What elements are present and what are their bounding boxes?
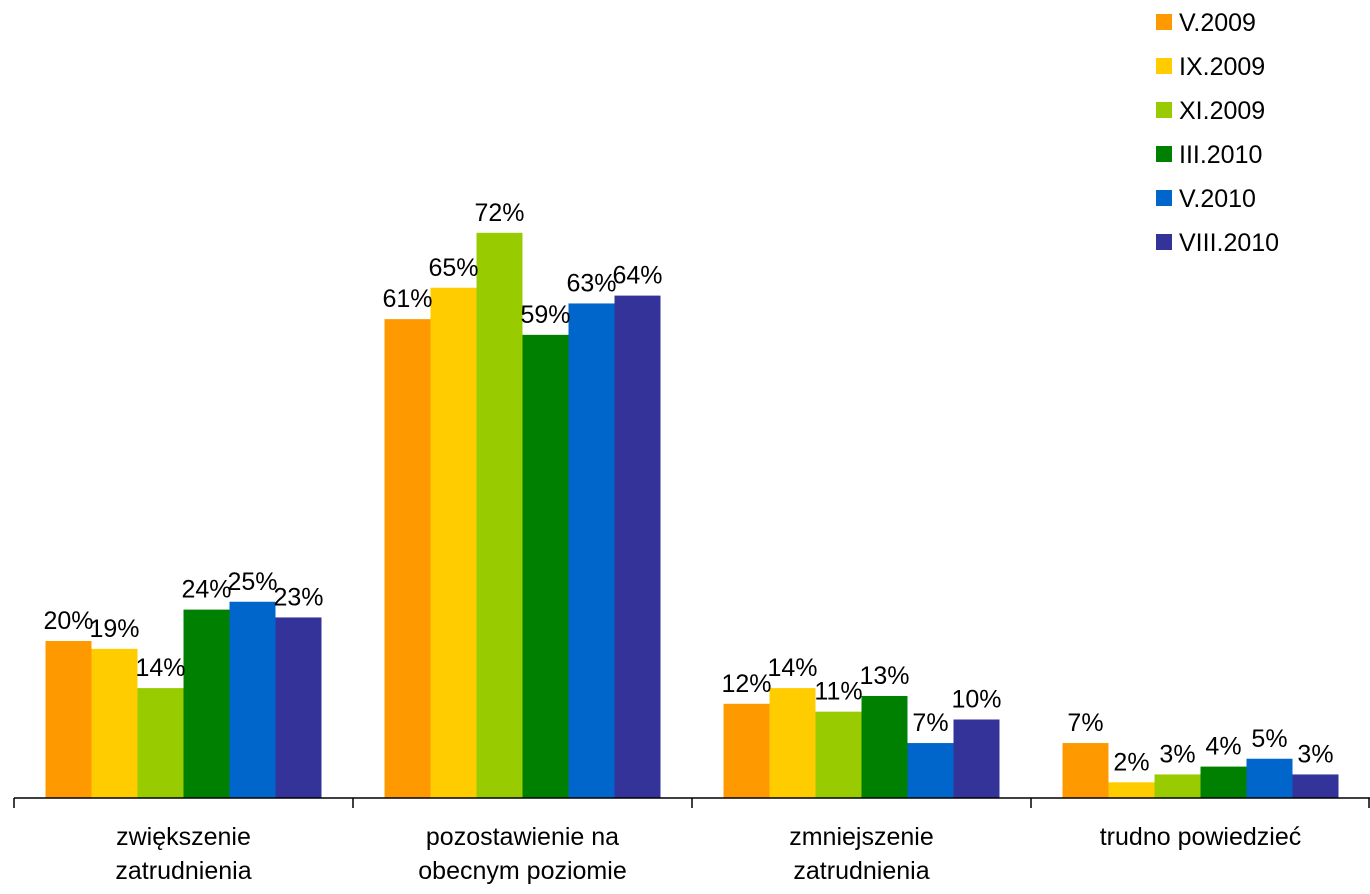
data-label: 3% (1159, 740, 1195, 768)
category-label: obecnym poziomie (418, 857, 626, 885)
x-axis (13, 797, 1370, 808)
category-label: zatrudnienia (793, 857, 929, 885)
bar-4-1 (1062, 743, 1109, 798)
legend-label: III.2010 (1179, 141, 1262, 169)
data-label: 72% (474, 199, 524, 227)
legend-label: V.2009 (1179, 9, 1256, 37)
data-label: 3% (1297, 740, 1333, 768)
data-label: 13% (859, 662, 909, 690)
data-label: 7% (1067, 709, 1103, 737)
legend-swatch (1156, 190, 1172, 206)
data-label: 24% (181, 576, 231, 604)
category-label: pozostawienie na (426, 823, 619, 851)
bar-4-2 (1108, 782, 1155, 798)
bar-1-3 (137, 688, 184, 798)
data-label: 65% (428, 254, 478, 282)
legend-label: IX.2009 (1179, 53, 1265, 81)
data-label: 11% (814, 678, 862, 706)
bar-2-5 (568, 303, 615, 798)
bar-2-3 (476, 232, 523, 799)
data-labels-group: 20% 61% 12% 7% 19% 65% 14% 2% 14% 72% 11% 3% 24% 59% 1… (43, 199, 1333, 776)
legend-label: XI.2009 (1179, 97, 1265, 125)
category-label: zatrudnienia (115, 857, 251, 885)
data-label: 64% (612, 262, 662, 290)
bar-4-4 (1200, 766, 1247, 798)
data-label: 12% (721, 670, 771, 698)
legend-swatch (1156, 234, 1172, 250)
bar-3-1 (723, 703, 770, 798)
bar-2-6 (614, 295, 661, 798)
bar-2-4 (522, 334, 569, 798)
bar-1-6 (275, 617, 322, 798)
bar-3-3 (815, 711, 862, 798)
bar-1-5 (229, 601, 276, 798)
category-label: trudno powiedzieć (1100, 823, 1302, 851)
data-label: 5% (1251, 725, 1287, 753)
bars-group (45, 232, 1339, 799)
legend-swatch (1156, 102, 1172, 118)
legend: V.2009 IX.2009 XI.2009 III.2010 V.2010 VIII.2… (1156, 9, 1279, 257)
bar-3-6 (953, 719, 1000, 798)
data-label: 20% (43, 607, 93, 635)
legend-label: V.2010 (1179, 185, 1256, 213)
data-label: 2% (1113, 748, 1149, 776)
bar-2-1 (384, 319, 431, 798)
category-labels-group: zwiększenie zatrudnienia pozostawienie na o… (115, 823, 1301, 885)
data-label: 61% (382, 285, 432, 313)
data-label: 19% (89, 615, 139, 643)
data-label: 59% (520, 301, 570, 329)
bar-1-1 (45, 641, 92, 798)
data-label: 25% (227, 568, 277, 596)
category-label: zmniejszenie (789, 823, 934, 851)
category-label: zwiększenie (116, 823, 251, 851)
bar-3-4 (861, 695, 908, 798)
bar-4-6 (1292, 774, 1339, 798)
legend-swatch (1156, 14, 1172, 30)
data-label: 4% (1205, 733, 1241, 761)
data-label: 10% (951, 686, 1001, 714)
data-label: 63% (566, 269, 616, 297)
legend-swatch (1156, 146, 1172, 162)
bar-3-5 (907, 743, 954, 798)
bar-2-2 (430, 287, 477, 798)
data-label: 14% (767, 654, 817, 682)
bar-3-2 (769, 688, 816, 798)
bar-4-3 (1154, 774, 1201, 798)
data-label: 23% (273, 583, 323, 611)
bar-1-2 (91, 648, 138, 798)
legend-label: VIII.2010 (1179, 229, 1279, 257)
legend-swatch (1156, 58, 1172, 74)
data-label: 14% (135, 654, 185, 682)
bar-1-4 (183, 609, 230, 798)
data-label: 7% (912, 709, 948, 737)
bar-4-5 (1246, 758, 1293, 798)
